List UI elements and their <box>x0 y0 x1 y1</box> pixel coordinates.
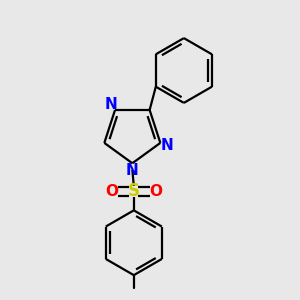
Text: S: S <box>128 182 140 200</box>
Text: N: N <box>104 97 117 112</box>
Text: N: N <box>126 163 139 178</box>
Text: N: N <box>161 138 174 153</box>
Text: O: O <box>149 184 162 199</box>
Text: O: O <box>105 184 118 199</box>
